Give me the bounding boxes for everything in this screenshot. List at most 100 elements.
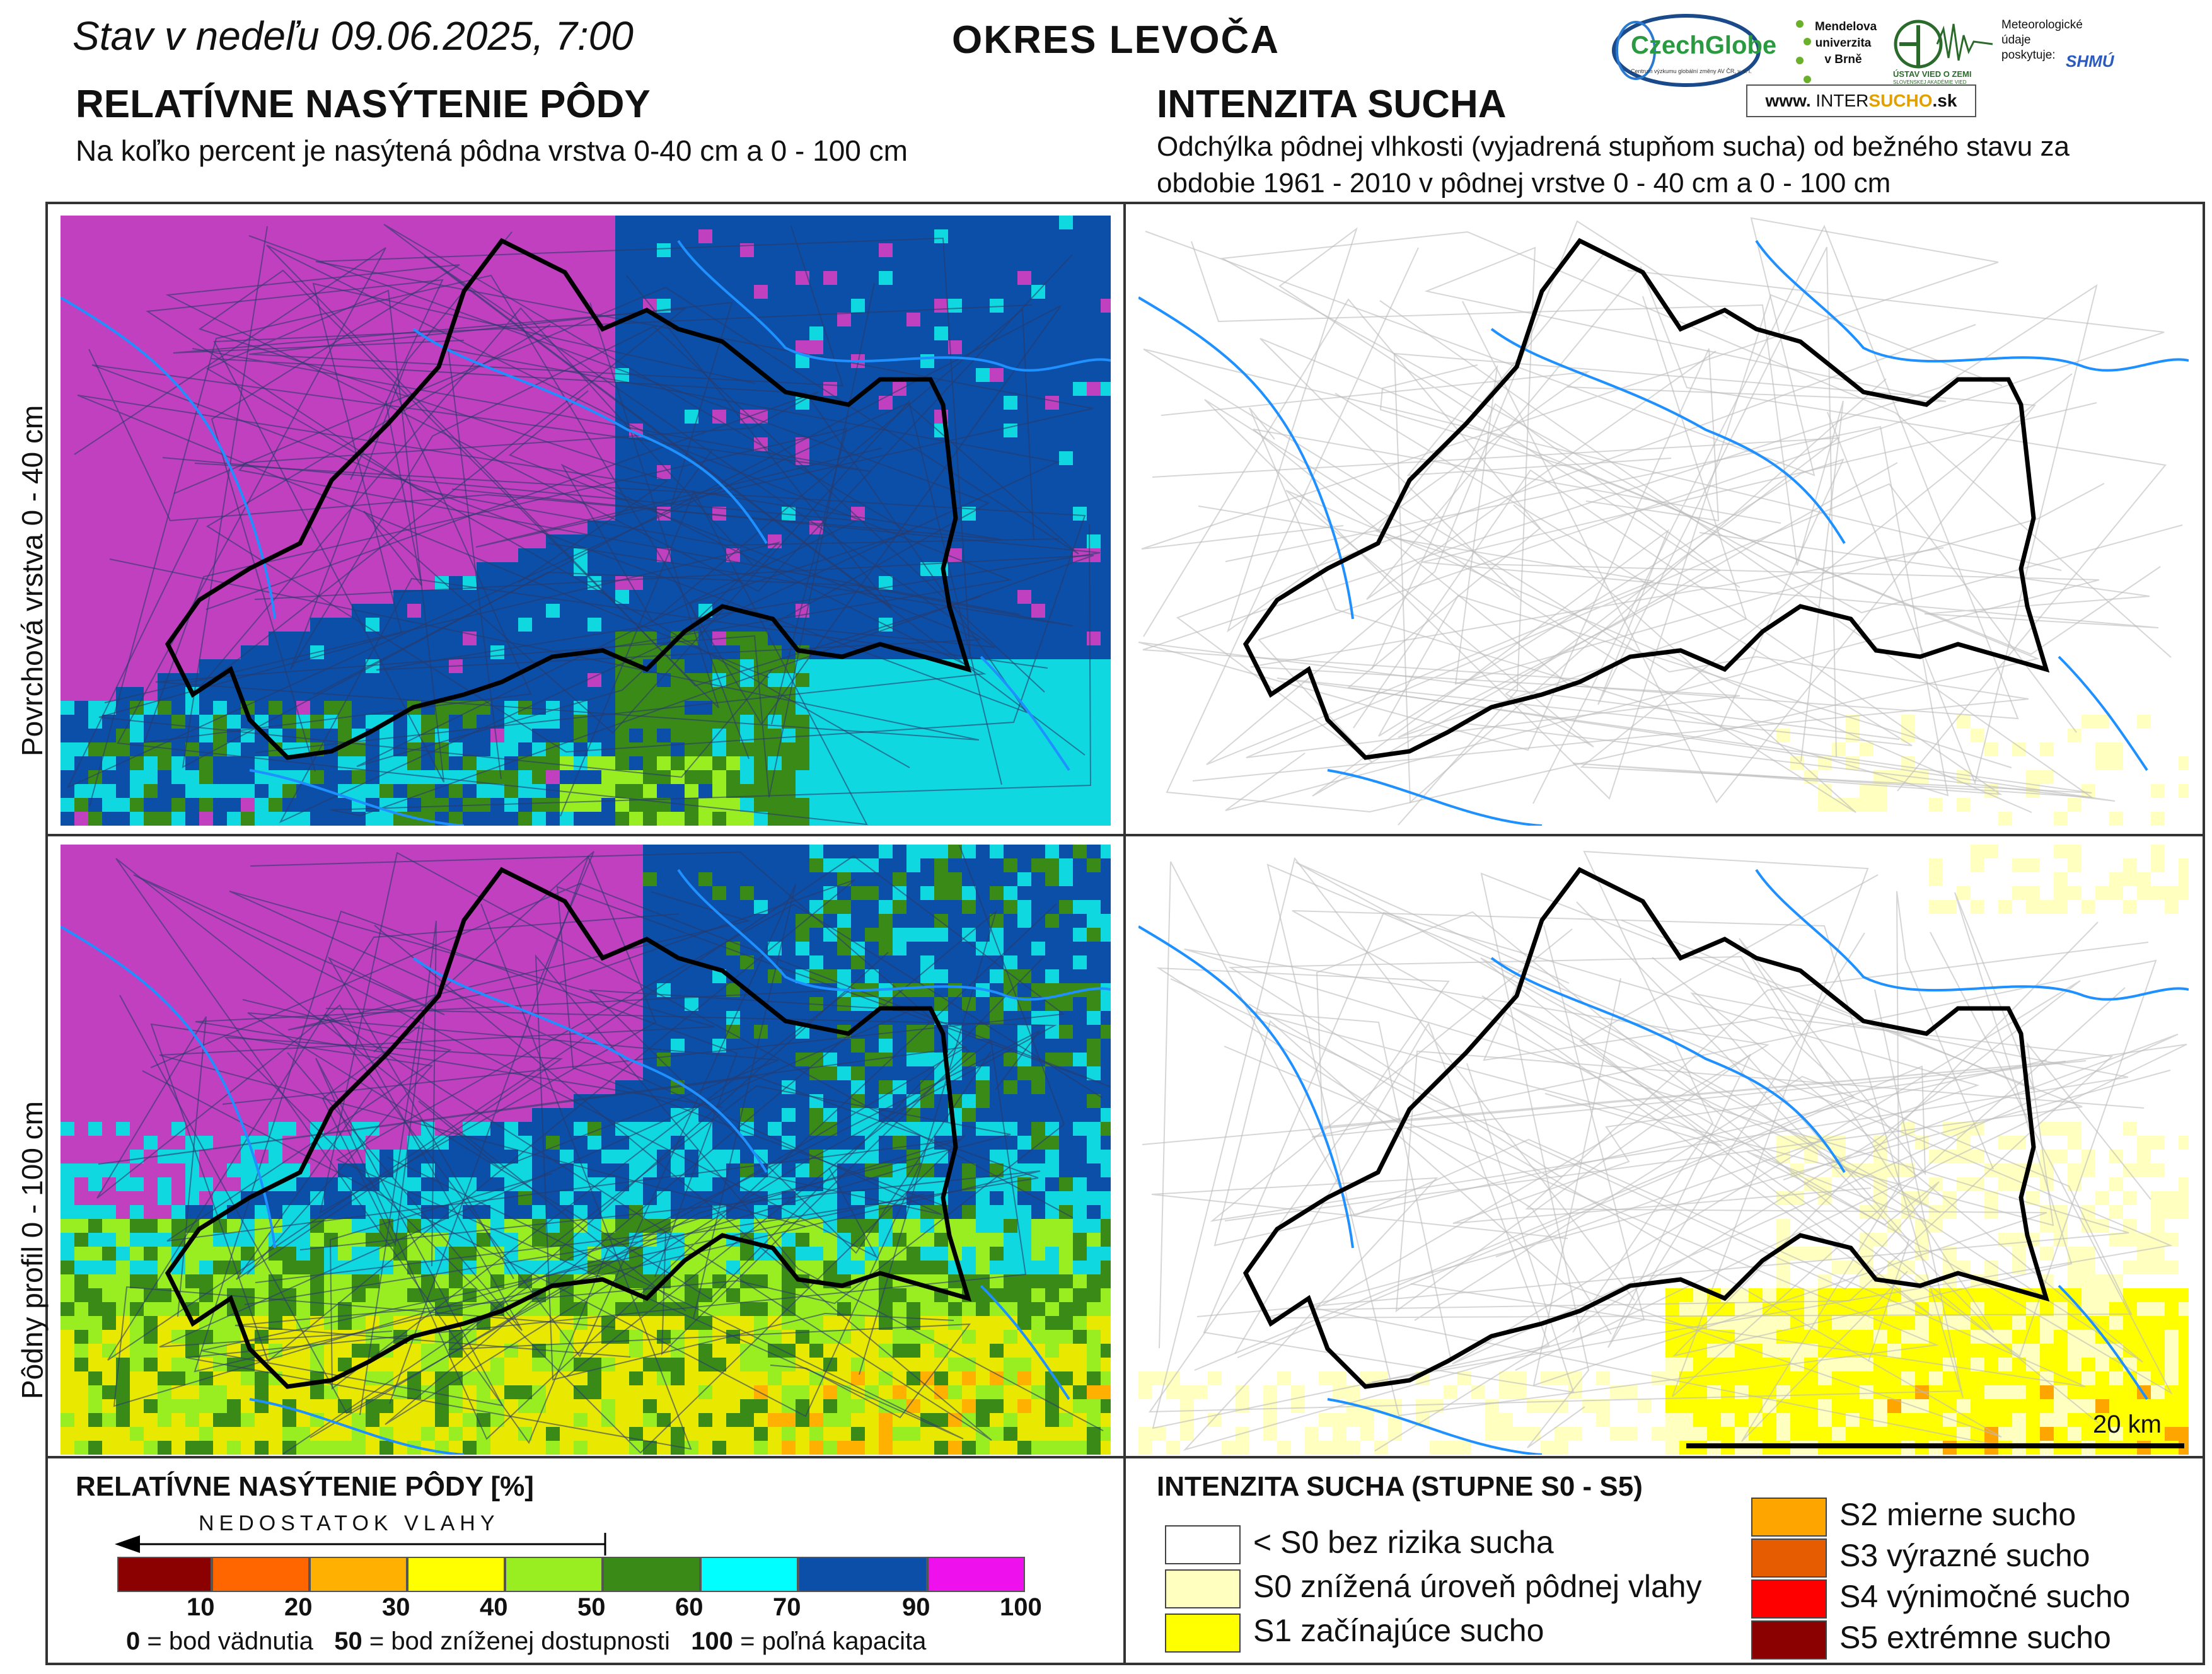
admin-border (1213, 1003, 2047, 1438)
saturation-bin-swatch (927, 1557, 1025, 1592)
saturation-bin-swatch (798, 1557, 927, 1592)
admin-border (535, 954, 1104, 1431)
panel-divider-legend (45, 1456, 2205, 1458)
admin-border (1170, 978, 1940, 1290)
admin-border (206, 391, 1021, 615)
admin-border (1398, 246, 1947, 826)
river (2058, 1284, 2148, 1400)
saturation-bin-swatch (603, 1557, 700, 1592)
admin-border (173, 307, 753, 695)
admin-border (287, 851, 751, 1053)
saturation-bin-label: 50 (577, 1593, 606, 1621)
admin-border (1253, 224, 2019, 804)
district-boundary (1242, 867, 2050, 1389)
saturation-bin-label: 90 (902, 1593, 930, 1621)
admin-border (1176, 270, 2165, 763)
admin-border (376, 390, 1101, 671)
admin-border (109, 282, 980, 798)
row-label-top: Povrchová vrstva 0 - 40 cm (16, 405, 49, 756)
river (412, 957, 768, 1174)
admin-border (321, 920, 437, 1416)
admin-border (1621, 892, 2099, 1357)
website-main: INTER (1815, 91, 1869, 110)
admin-border (1525, 942, 2149, 1387)
district-boundary (1242, 238, 2050, 760)
admin-border (185, 903, 1027, 1450)
drought-label: S4 výnimočné sucho (1839, 1579, 2131, 1614)
admin-border (383, 224, 912, 759)
drought-subtitle: Odchýlka pôdnej vlhkosti (vyjadrená stup… (1157, 131, 2070, 199)
note-wilting-text: = bod vädnutia (140, 1627, 313, 1655)
map-drought-profile (1138, 845, 2189, 1455)
drought-label: < S0 bez rizika sucha (1253, 1525, 1554, 1560)
river (1490, 957, 1846, 1174)
admin-border (266, 245, 1012, 687)
river (249, 1398, 465, 1455)
district-boundary (165, 238, 972, 760)
panel-divider-middle (45, 834, 2205, 836)
admin-border (1374, 980, 2179, 1452)
website-prefix: www. (1765, 91, 1811, 110)
admin-border (194, 324, 1086, 753)
river (980, 1284, 1070, 1400)
saturation-bin-label: 30 (382, 1593, 410, 1621)
admin-border (1292, 910, 1964, 1399)
czechglobe-logo (1612, 14, 1761, 87)
saturation-bin-label: 70 (773, 1593, 801, 1621)
website-suffix: .sk (1932, 91, 1957, 110)
website-accent: SUCHO (1868, 91, 1933, 110)
admin-border (1311, 874, 2157, 1358)
admin-border (1366, 266, 2167, 792)
admin-border (1265, 1070, 2171, 1321)
admin-border (1378, 458, 2012, 768)
admin-border (1422, 402, 2159, 628)
admin-border (1141, 217, 1999, 550)
saturation-bin-swatch (407, 1557, 505, 1592)
drought-label: S2 mierne sucho (1839, 1497, 2076, 1532)
admin-border (200, 903, 1057, 1440)
admin-border (363, 400, 1002, 785)
saturation-bin-label: 20 (284, 1593, 313, 1621)
intersucho-link[interactable]: www. INTERSUCHO.sk (1746, 84, 1976, 117)
river (677, 869, 1111, 1001)
river (1490, 328, 1846, 545)
saturation-notes: 0 = bod vädnutia 50 = bod zníženej dostu… (126, 1627, 926, 1656)
drought-label: S5 extrémne sucho (1839, 1620, 2111, 1655)
admin-border (1312, 962, 2114, 1310)
admin-border (1220, 231, 2183, 658)
admin-border (1142, 284, 2098, 785)
admin-border (1246, 483, 2077, 758)
mendel-dots-icon (1796, 20, 1811, 83)
drought-swatch (1165, 1613, 1241, 1653)
drought-swatch (1751, 1620, 1827, 1660)
admin-border (98, 1046, 1039, 1438)
scale-bar-label: 20 km (2093, 1411, 2162, 1438)
drought-legend-title: INTENZITA SUCHA (STUPNE S0 - S5) (1157, 1471, 1643, 1502)
river (1327, 1398, 1543, 1455)
saturation-bin-swatch (505, 1557, 603, 1592)
admin-border (1152, 437, 2032, 813)
admin-border (198, 269, 719, 708)
river (2058, 655, 2148, 771)
observation-date: Stav v nedeľu 09.06.2025, 7:00 (72, 13, 634, 59)
shmu-note: Meteorologické údaje poskytuje: (2001, 18, 2083, 62)
admin-border (235, 845, 1065, 1358)
admin-border (119, 995, 1011, 1414)
map-canvas (1138, 845, 2189, 1455)
river (249, 769, 465, 826)
admin-border (107, 855, 1065, 1361)
saturation-bin-label: 60 (675, 1593, 704, 1621)
drought-swatch (1751, 1579, 1827, 1619)
note-capacity-text: = poľná kapacita (733, 1627, 927, 1655)
admin-border (1142, 911, 2099, 1424)
saturation-bin-swatch (310, 1557, 407, 1592)
map-canvas (61, 216, 1111, 826)
admin-border (1184, 949, 2129, 1449)
admin-border (74, 247, 868, 826)
admin-border (1224, 872, 2083, 1448)
river (677, 240, 1111, 372)
admin-border (247, 957, 1044, 1300)
drought-swatch (1751, 1498, 1827, 1537)
admin-border (206, 289, 1033, 783)
admin-border (255, 308, 1034, 753)
